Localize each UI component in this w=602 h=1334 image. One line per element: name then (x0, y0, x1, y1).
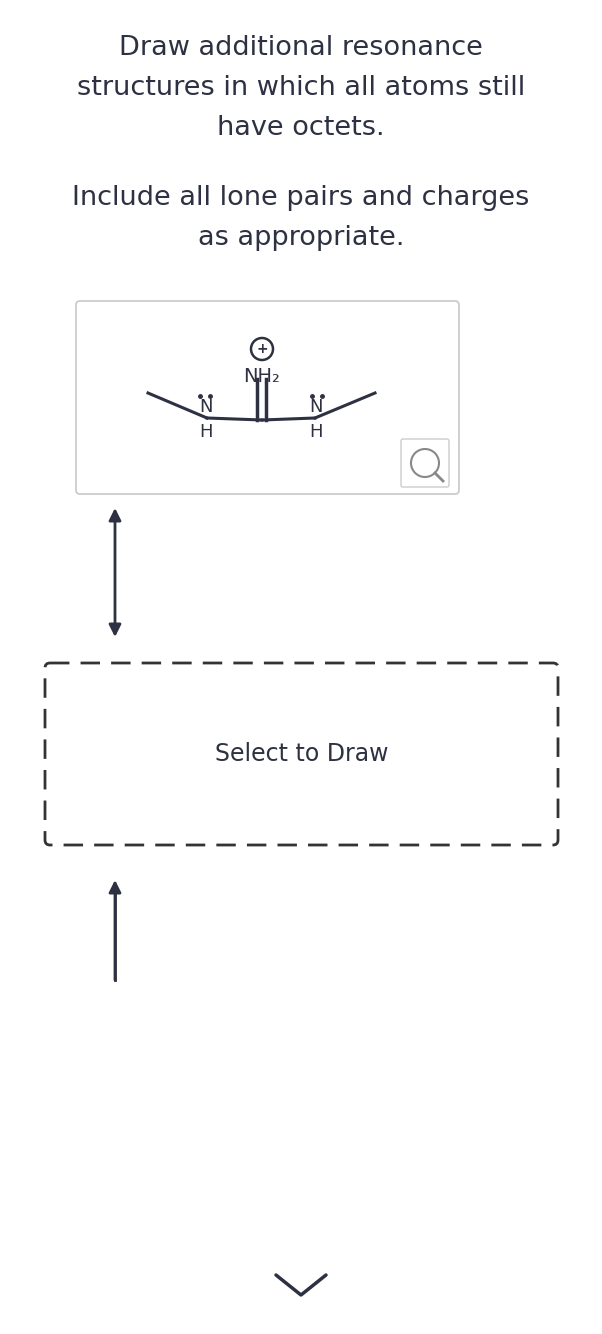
Text: structures in which all atoms still: structures in which all atoms still (77, 75, 525, 101)
FancyBboxPatch shape (76, 301, 459, 494)
Text: N: N (199, 398, 213, 416)
Text: Draw additional resonance: Draw additional resonance (119, 35, 483, 61)
Text: H: H (309, 423, 323, 442)
Text: have octets.: have octets. (217, 115, 385, 141)
Text: H: H (199, 423, 213, 442)
Text: N: N (309, 398, 323, 416)
Text: Include all lone pairs and charges: Include all lone pairs and charges (72, 185, 530, 211)
Text: NH₂: NH₂ (244, 367, 281, 386)
Text: as appropriate.: as appropriate. (198, 225, 404, 251)
Text: +: + (256, 342, 268, 356)
FancyBboxPatch shape (45, 663, 558, 844)
FancyBboxPatch shape (401, 439, 449, 487)
Text: Select to Draw: Select to Draw (215, 742, 388, 766)
